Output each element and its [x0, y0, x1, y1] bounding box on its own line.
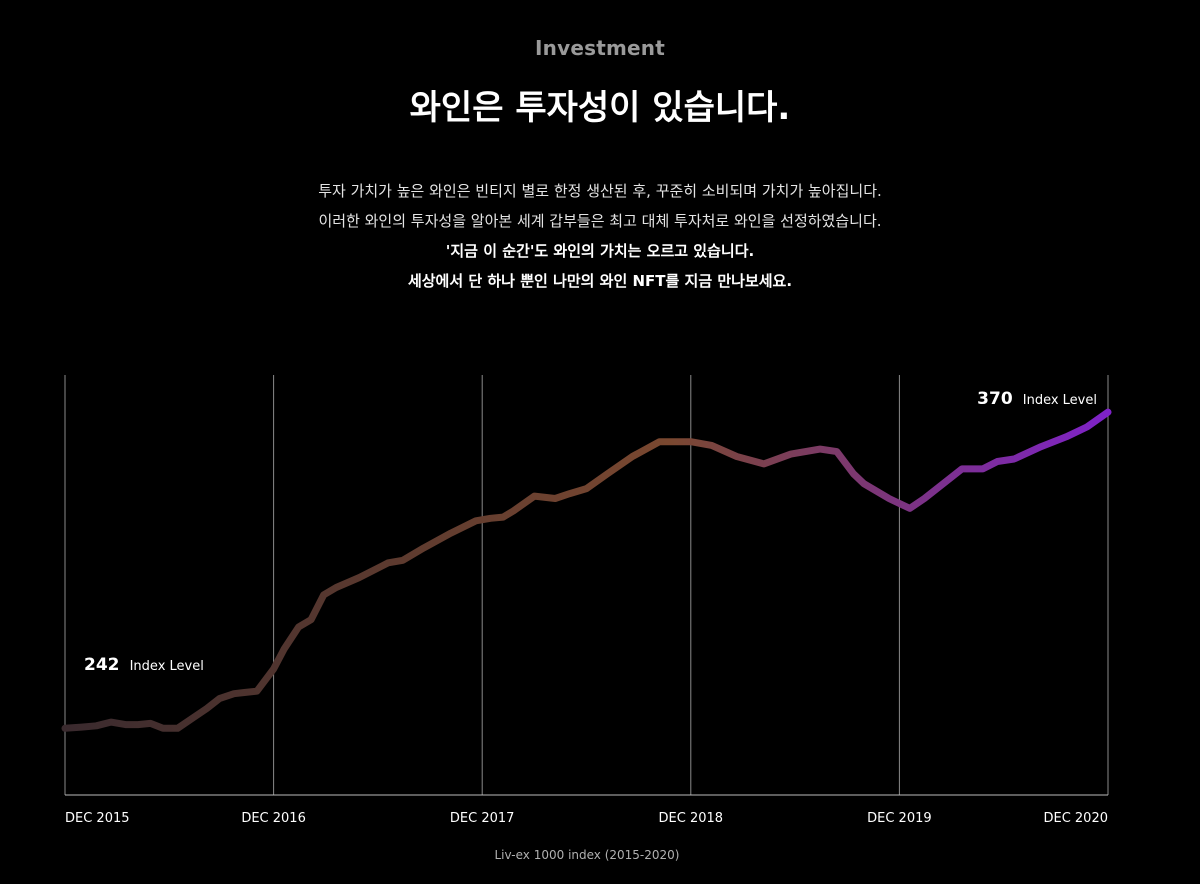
- x-tick-label: DEC 2017: [450, 811, 515, 826]
- intro-line-3: '지금 이 순간'도 와인의 가치는 오르고 있습니다.: [445, 242, 755, 260]
- intro-line-2: 이러한 와인의 투자성을 알아본 세계 갑부들은 최고 대체 투자처로 와인을 …: [318, 212, 882, 230]
- section-title: 와인은 투자성이 있습니다.: [409, 88, 791, 128]
- series-line: [61, 408, 1112, 732]
- intro-line-4: 세상에서 단 하나 뿐인 나만의 와인 NFT를 지금 만나보세요.: [407, 272, 793, 290]
- x-tick-label: DEC 2020: [1043, 811, 1108, 826]
- intro-text: 투자 가치가 높은 와인은 빈티지 별로 한정 생산된 후, 꾸준히 소비되며 …: [0, 176, 1200, 296]
- x-tick-label: DEC 2019: [867, 811, 932, 826]
- start-annotation: 242 Index Level: [84, 655, 204, 675]
- start-value: 242: [84, 655, 120, 675]
- x-tick-label: DEC 2016: [241, 811, 306, 826]
- section-eyebrow: Investment: [535, 36, 665, 60]
- end-value: 370: [977, 389, 1013, 409]
- end-annotation: 370 Index Level: [977, 389, 1097, 409]
- chart-gridlines: [64, 375, 1109, 795]
- x-tick-labels: DEC 2015 DEC 2016 DEC 2017 DEC 2018 DEC 2019…: [65, 811, 1108, 826]
- x-tick-label: DEC 2015: [65, 811, 130, 826]
- x-tick-label: DEC 2018: [659, 811, 724, 826]
- start-unit: Index Level: [130, 659, 204, 674]
- chart-caption: Liv-ex 1000 index (2015-2020): [495, 848, 680, 862]
- intro-line-1: 투자 가치가 높은 와인은 빈티지 별로 한정 생산된 후, 꾸준히 소비되며 …: [318, 182, 882, 200]
- end-unit: Index Level: [1023, 393, 1097, 408]
